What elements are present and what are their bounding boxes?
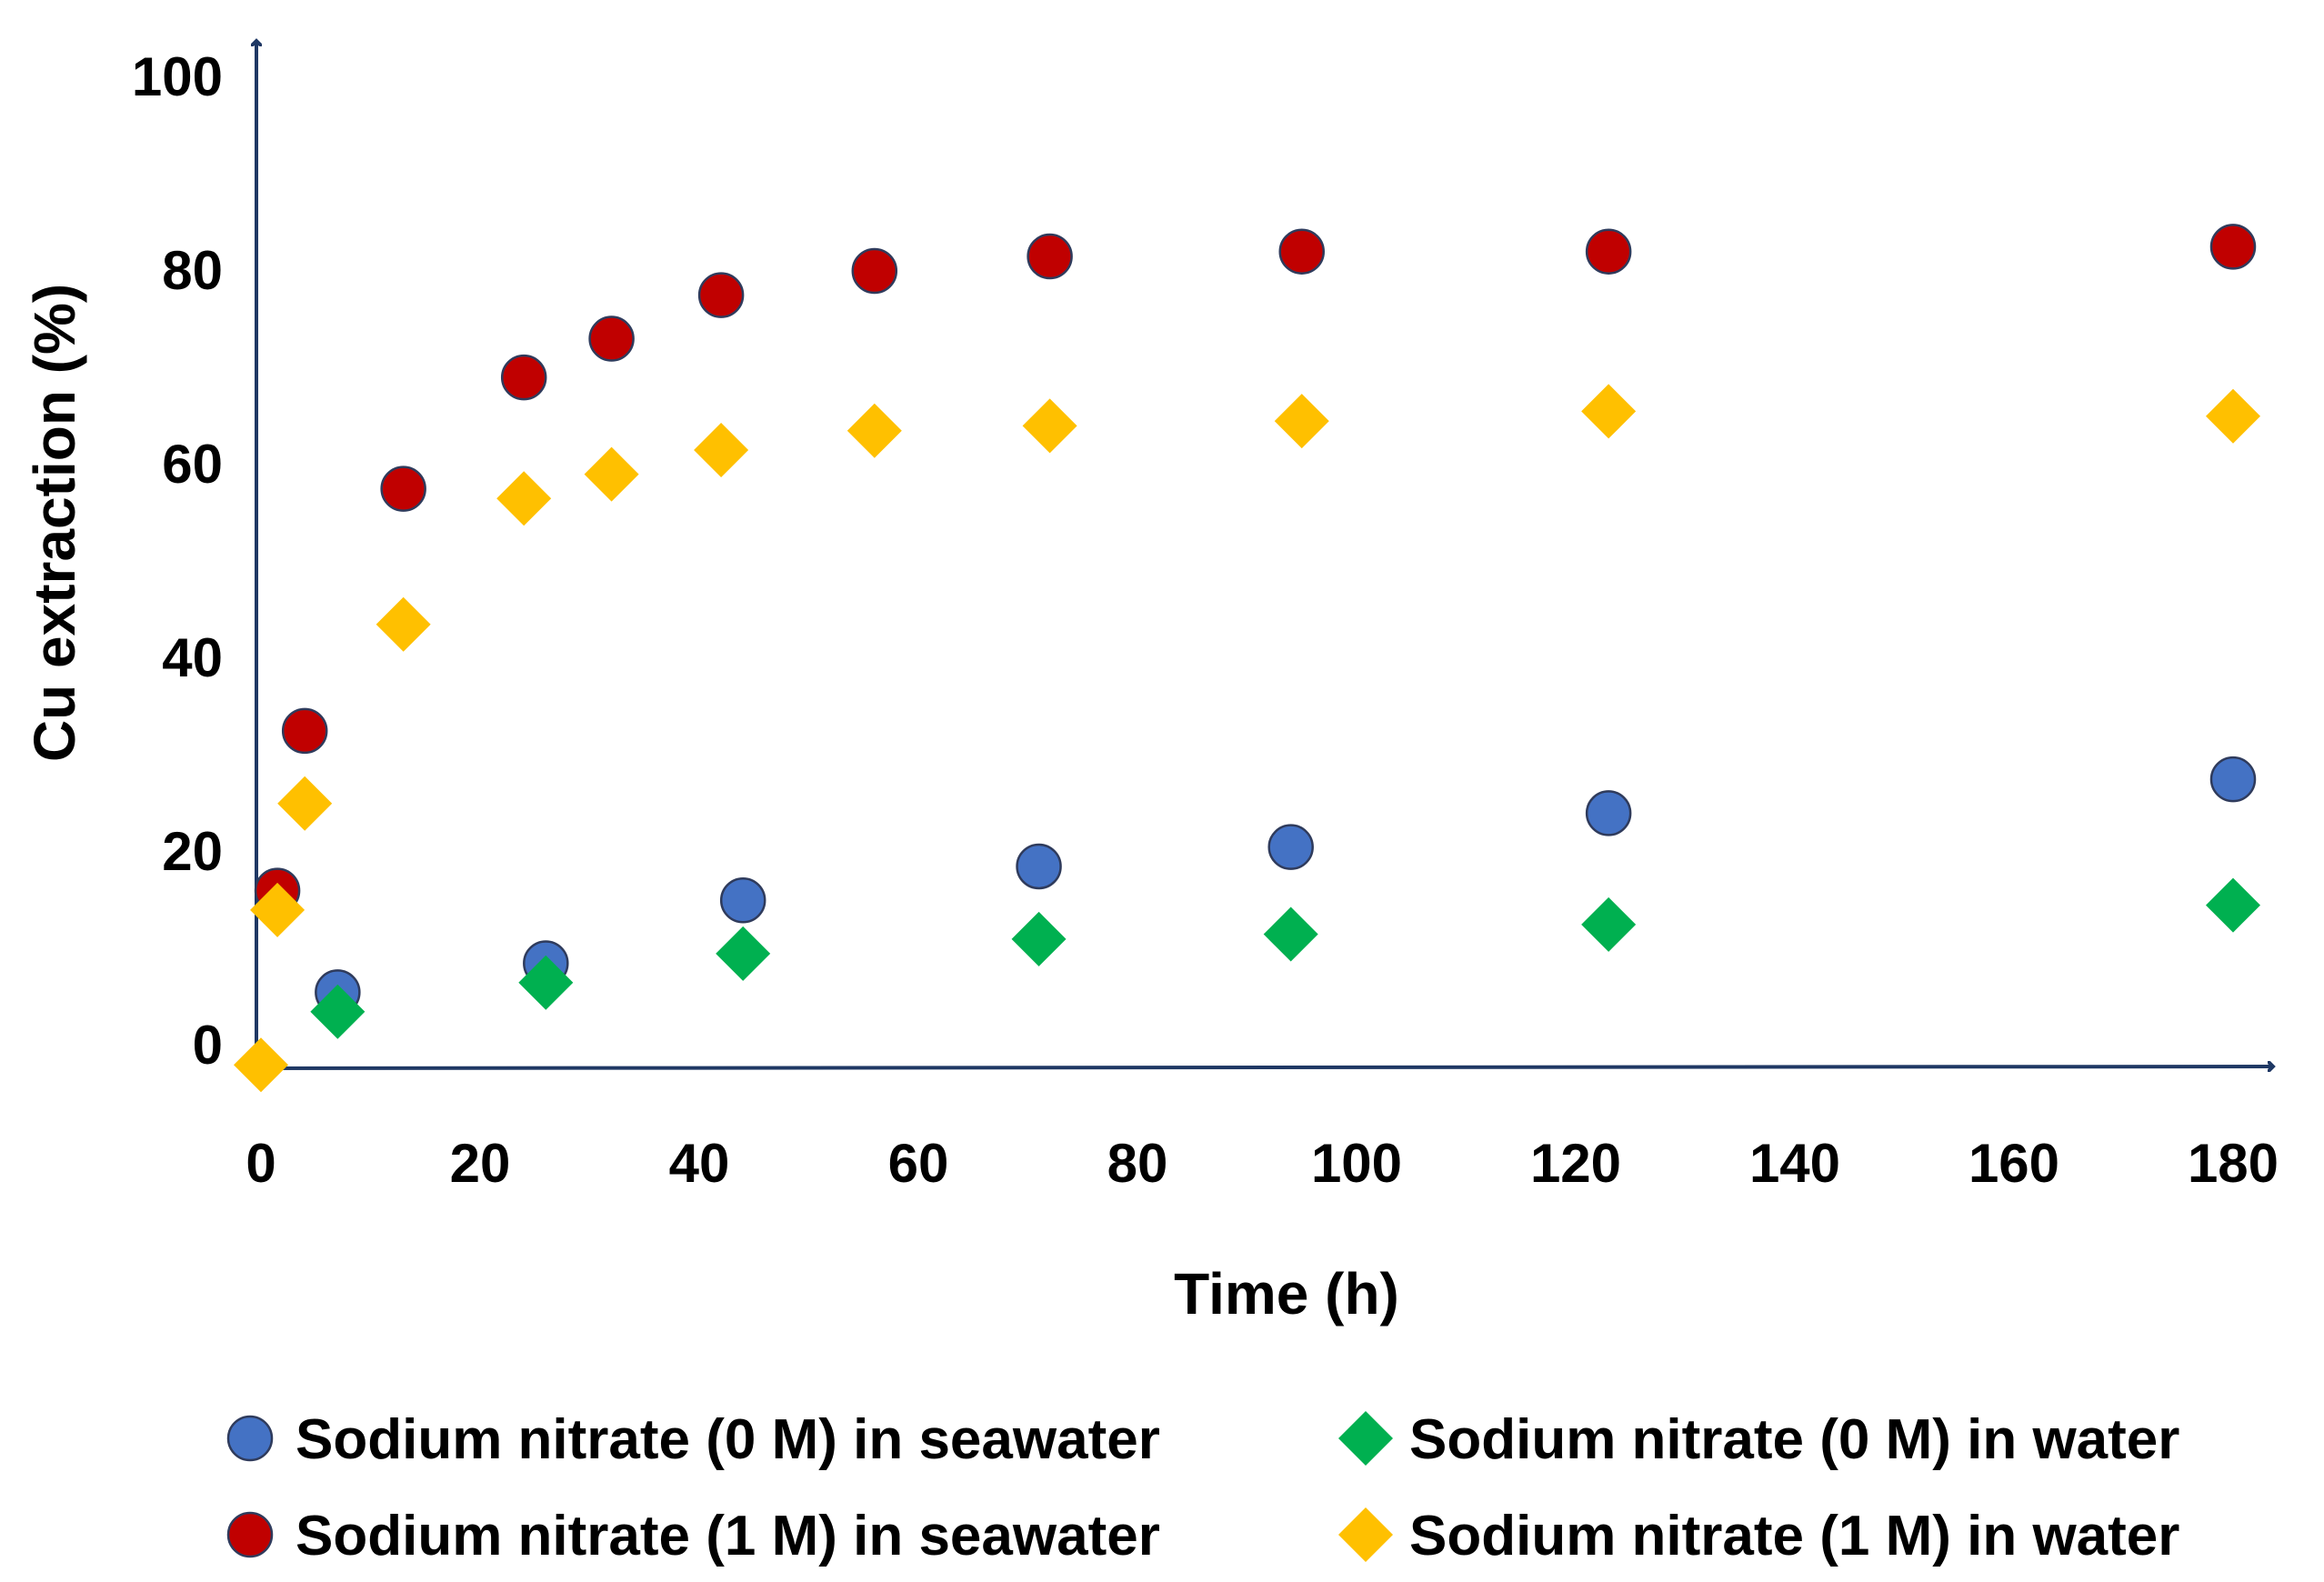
data-point	[310, 984, 366, 1039]
legend-marker	[226, 1415, 274, 1462]
x-tick-label: 40	[669, 1133, 730, 1194]
legend-item: Sodium nitrate (1 M) in seawater	[226, 1505, 1160, 1567]
legend-label: Sodium nitrate (0 M) in water	[1409, 1408, 2179, 1471]
data-point	[694, 423, 749, 478]
data-point	[380, 466, 426, 512]
data-point	[1022, 398, 1077, 454]
y-tick-label: 80	[162, 240, 223, 301]
legend-item: Sodium nitrate (1 M) in water	[1338, 1505, 2179, 1567]
data-point	[2206, 388, 2260, 444]
x-tick-label: 0	[245, 1133, 275, 1194]
x-tick-label: 180	[2188, 1133, 2279, 1194]
data-point	[2206, 877, 2260, 933]
series-3	[254, 224, 2257, 914]
data-point	[281, 707, 328, 755]
legend-marker	[226, 1511, 274, 1558]
data-point	[716, 926, 771, 981]
data-point	[2209, 224, 2257, 270]
data-point	[1585, 790, 1632, 836]
legend-label: Sodium nitrate (0 M) in seawater	[296, 1408, 1160, 1471]
y-axis-title: Cu extraction (%)	[22, 284, 87, 762]
y-tick-label: 20	[162, 821, 223, 882]
x-tick-label: 60	[888, 1133, 949, 1194]
x-tick-label: 140	[1749, 1133, 1840, 1194]
data-point	[697, 272, 745, 318]
data-point	[518, 955, 574, 1010]
data-point	[500, 354, 547, 401]
data-point	[584, 446, 639, 502]
legend-item: Sodium nitrate (0 M) in seawater	[226, 1408, 1160, 1471]
series-4	[234, 384, 2260, 1093]
data-point	[2209, 756, 2257, 803]
x-axis-line	[255, 1066, 2273, 1068]
legend-label: Sodium nitrate (1 M) in water	[1409, 1505, 2179, 1567]
axes: 0 20 40 60 80 100 120 140 160 180 0 20 40 60 80 100 Time…	[22, 41, 2279, 1327]
data-point	[846, 403, 902, 458]
x-tick-label: 160	[1968, 1133, 2059, 1194]
data-point	[719, 877, 766, 924]
data-point	[1016, 843, 1062, 890]
data-point	[1581, 896, 1637, 952]
legend-label: Sodium nitrate (1 M) in seawater	[296, 1505, 1160, 1567]
legend-item: Sodium nitrate (0 M) in water	[1338, 1408, 2179, 1471]
y-tick-label: 100	[132, 46, 223, 107]
y-tick-label: 60	[162, 434, 223, 495]
data-point	[1278, 228, 1325, 275]
data-point	[851, 247, 898, 295]
data-point	[1585, 228, 1632, 275]
data-point	[250, 882, 306, 937]
legend: Sodium nitrate (0 M) in seawater Sodium n…	[226, 1408, 2179, 1567]
data-point	[588, 315, 635, 362]
series-2	[310, 877, 2260, 1039]
x-tick-label: 20	[450, 1133, 511, 1194]
data-point	[1011, 911, 1067, 966]
data-point	[1263, 906, 1318, 962]
data-points	[234, 224, 2260, 1093]
x-axis-title: Time (h)	[1174, 1261, 1399, 1327]
data-point	[1581, 384, 1637, 439]
data-point	[1267, 824, 1314, 870]
x-tick-label: 120	[1530, 1133, 1621, 1194]
y-tick-label: 40	[162, 627, 223, 688]
data-point	[376, 596, 431, 652]
x-tick-label: 80	[1107, 1133, 1168, 1194]
series-1	[315, 756, 2257, 1016]
data-point	[496, 471, 552, 526]
data-point	[234, 1037, 288, 1093]
data-point	[1027, 233, 1073, 280]
legend-marker	[1338, 1411, 1393, 1466]
data-point	[277, 776, 333, 831]
legend-marker	[1338, 1507, 1393, 1562]
data-point	[1274, 394, 1329, 449]
y-tick-label: 0	[193, 1015, 223, 1076]
x-tick-label: 100	[1311, 1133, 1402, 1194]
